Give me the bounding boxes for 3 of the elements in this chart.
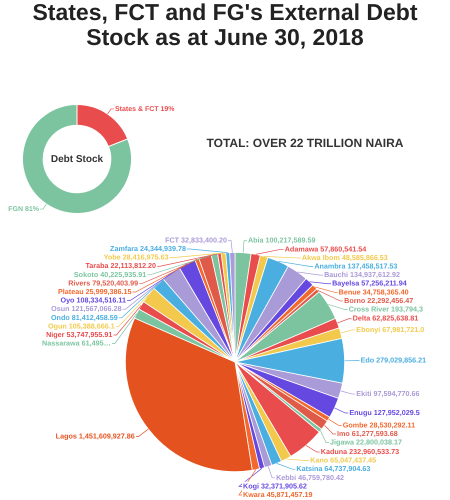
text: TOTAL: OVER 22 TRILLION NAIRA [206,136,404,150]
text: States, FCT and FG's External Debt Stock as at June 30, 2018 [31,0,419,50]
text: Debt Stock [50,154,104,165]
